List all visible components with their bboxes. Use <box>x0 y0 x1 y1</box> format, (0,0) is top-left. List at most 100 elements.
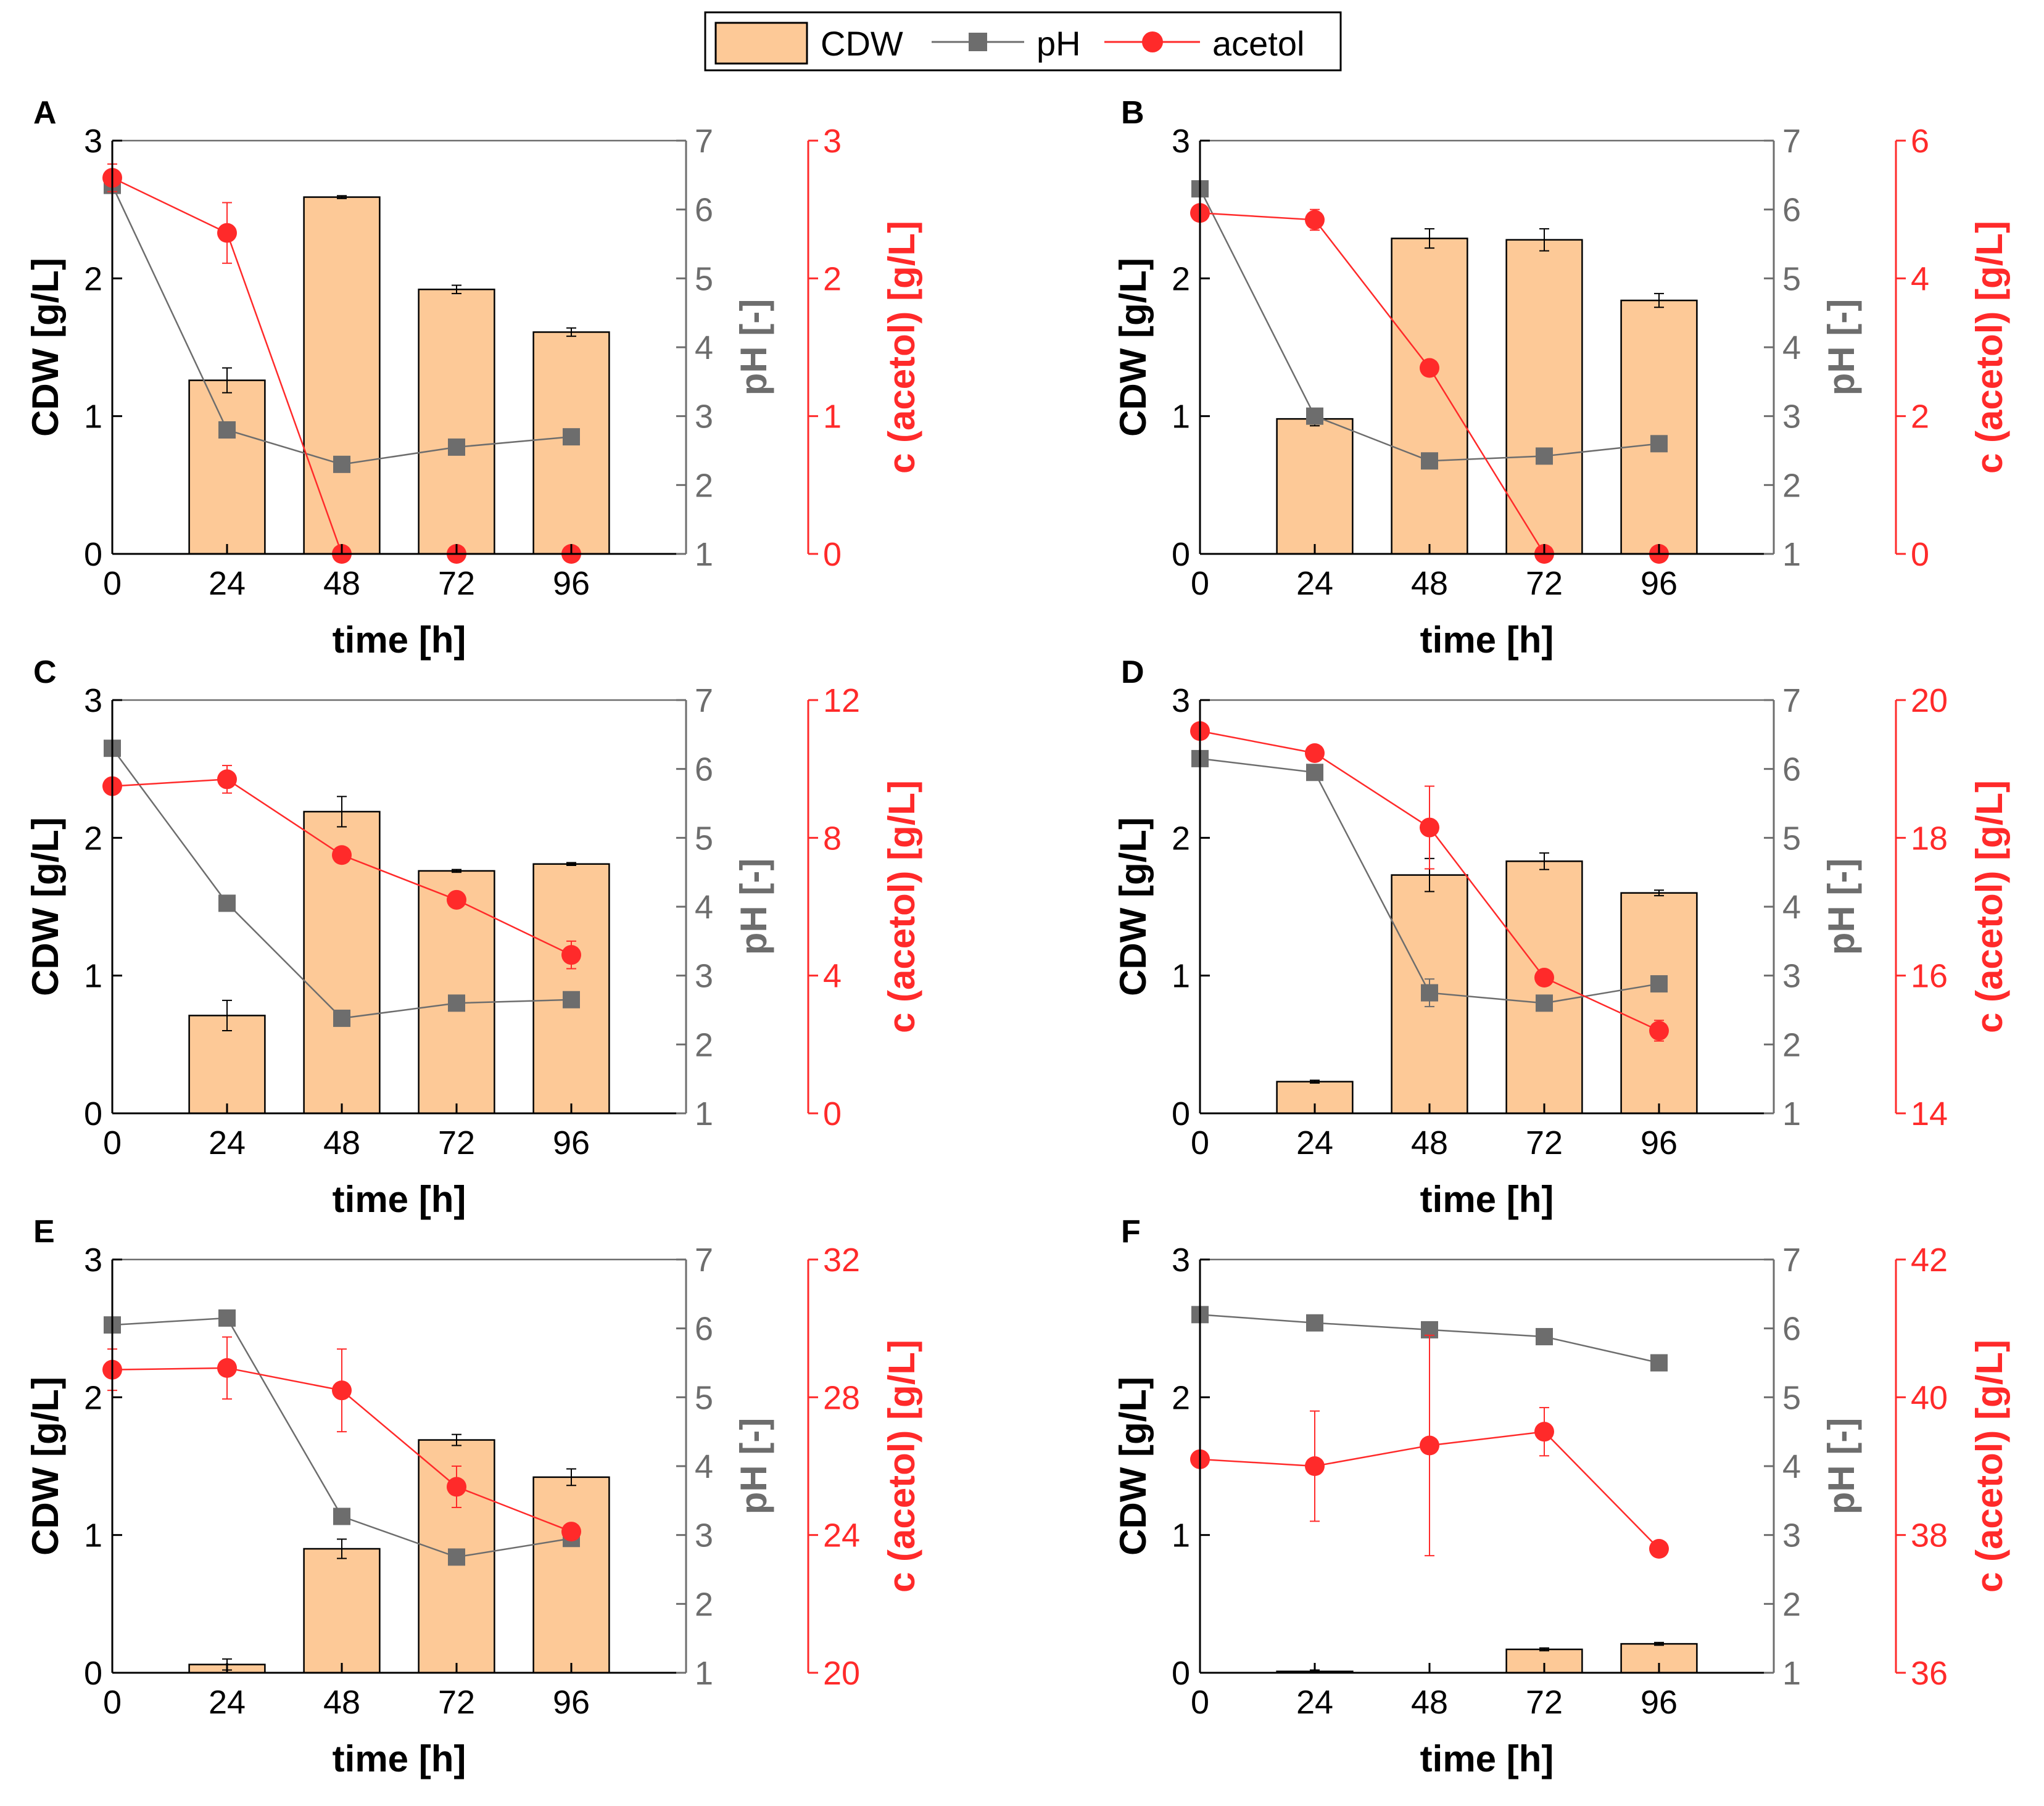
y-tick-acetol-label: 2 <box>1911 398 1929 435</box>
y-tick-acetol-label: 3 <box>823 123 842 160</box>
legend-ph-label: pH <box>1036 24 1081 63</box>
x-tick-label: 72 <box>438 565 475 602</box>
y-tick-ph-label: 5 <box>1782 260 1801 297</box>
y-axis-acetol-title: c (acetol) [g/L] <box>1969 221 2010 474</box>
y-tick-cdw-label: 2 <box>1172 820 1190 857</box>
y-axis-acetol-title: c (acetol) [g/L] <box>1969 780 2010 1033</box>
y-tick-acetol-label: 20 <box>823 1655 860 1692</box>
y-tick-cdw-label: 1 <box>1172 398 1190 435</box>
acetol-point <box>1534 968 1554 988</box>
x-tick-label: 96 <box>553 1124 590 1161</box>
x-tick-label: 72 <box>438 1124 475 1161</box>
y-tick-ph-label: 1 <box>695 1655 713 1692</box>
y-tick-acetol-label: 14 <box>1911 1095 1948 1132</box>
y-axis-cdw-title: CDW [g/L] <box>25 817 66 996</box>
acetol-point <box>447 889 466 910</box>
y-tick-cdw-label: 3 <box>1172 123 1190 160</box>
y-tick-ph-label: 3 <box>695 958 713 995</box>
acetol-point <box>332 1380 352 1401</box>
y-tick-ph-label: 6 <box>1782 751 1801 788</box>
y-tick-cdw-label: 0 <box>84 1655 102 1692</box>
y-tick-ph-label: 7 <box>695 682 713 719</box>
y-tick-ph-label: 4 <box>695 329 713 366</box>
y-tick-ph-label: 4 <box>1782 1448 1801 1485</box>
y-tick-ph-label: 5 <box>1782 820 1801 857</box>
y-tick-ph-label: 7 <box>1782 682 1801 719</box>
y-tick-ph-label: 4 <box>1782 329 1801 366</box>
y-tick-ph-label: 3 <box>1782 958 1801 995</box>
y-tick-acetol-label: 4 <box>1911 260 1929 297</box>
acetol-point <box>561 945 581 965</box>
cdw-bar <box>1276 1081 1354 1115</box>
y-tick-cdw-label: 1 <box>1172 958 1190 995</box>
panel-a: A 0 24 48 72 96 time [h] 0 1 2 3 CDW [g/L] 1 2 3 4 5 6 7 pH… <box>25 95 922 661</box>
y-axis-cdw-title: CDW [g/L] <box>1112 258 1154 437</box>
y-tick-ph-label: 3 <box>695 398 713 435</box>
acetol-point <box>447 1477 466 1497</box>
y-tick-ph-label: 6 <box>1782 1311 1801 1348</box>
y-tick-cdw-label: 2 <box>1172 1379 1190 1416</box>
x-tick-label: 24 <box>209 1124 246 1161</box>
legend-cdw-swatch <box>714 22 808 65</box>
x-axis-title: time [h] <box>1420 1738 1554 1779</box>
y-tick-ph-label: 2 <box>1782 1026 1801 1063</box>
acetol-point <box>1305 1456 1325 1476</box>
y-tick-acetol-label: 16 <box>1911 958 1948 995</box>
x-tick-label: 24 <box>1296 565 1333 602</box>
y-tick-acetol-label: 36 <box>1911 1655 1948 1692</box>
ph-point <box>333 1009 350 1027</box>
y-axis-ph-title: pH [-] <box>733 1418 774 1515</box>
y-tick-cdw-label: 3 <box>84 682 102 719</box>
y-tick-acetol-label: 8 <box>823 820 842 857</box>
acetol-point <box>332 845 352 865</box>
x-tick-label: 0 <box>1191 1684 1209 1721</box>
y-tick-acetol-label: 24 <box>823 1517 860 1554</box>
x-tick-label: 48 <box>1411 1124 1448 1161</box>
cdw-bar <box>303 1548 381 1674</box>
y-tick-cdw-label: 2 <box>84 260 102 297</box>
ph-point <box>218 421 236 439</box>
y-tick-acetol-label: 2 <box>823 260 842 297</box>
x-tick-label: 96 <box>1641 565 1678 602</box>
y-tick-acetol-label: 0 <box>1911 536 1929 573</box>
x-tick-label: 24 <box>209 1684 246 1721</box>
y-tick-cdw-label: 1 <box>1172 1517 1190 1554</box>
ph-point <box>1536 447 1553 465</box>
x-tick-label: 0 <box>103 1124 122 1161</box>
y-tick-acetol-label: 0 <box>823 536 842 573</box>
y-axis-ph-title: pH [-] <box>1821 1418 1862 1515</box>
y-tick-ph-label: 5 <box>695 260 713 297</box>
y-tick-ph-label: 6 <box>695 192 713 229</box>
y-tick-ph-label: 4 <box>695 889 713 926</box>
x-axis-title: time [h] <box>333 619 466 661</box>
cdw-bar <box>1276 418 1354 555</box>
acetol-point <box>217 223 237 243</box>
y-tick-cdw-label: 1 <box>84 1517 102 1554</box>
acetol-point <box>1420 1435 1439 1456</box>
y-tick-ph-label: 1 <box>1782 1095 1801 1132</box>
ph-point <box>218 1309 236 1327</box>
x-tick-label: 24 <box>1296 1684 1333 1721</box>
y-tick-cdw-label: 2 <box>84 820 102 857</box>
acetol-point <box>1649 1021 1669 1041</box>
y-tick-acetol-label: 32 <box>823 1242 860 1279</box>
acetol-point <box>1420 358 1439 378</box>
y-tick-ph-label: 2 <box>695 1586 713 1623</box>
x-tick-label: 0 <box>1191 565 1209 602</box>
x-tick-label: 48 <box>323 1124 360 1161</box>
x-tick-label: 96 <box>553 565 590 602</box>
y-tick-cdw-label: 0 <box>1172 536 1190 573</box>
y-axis-cdw-title: CDW [g/L] <box>1112 817 1154 996</box>
acetol-point <box>561 1522 581 1542</box>
x-tick-label: 24 <box>1296 1124 1333 1161</box>
cdw-bar <box>303 196 381 555</box>
x-tick-label: 96 <box>553 1684 590 1721</box>
y-tick-cdw-label: 2 <box>1172 260 1190 297</box>
legend-acetol-marker <box>1142 31 1163 52</box>
y-tick-cdw-label: 1 <box>84 398 102 435</box>
x-axis-title: time [h] <box>333 1179 466 1220</box>
acetol-point <box>1305 210 1325 230</box>
ph-point <box>448 1548 465 1566</box>
x-tick-label: 24 <box>209 565 246 602</box>
